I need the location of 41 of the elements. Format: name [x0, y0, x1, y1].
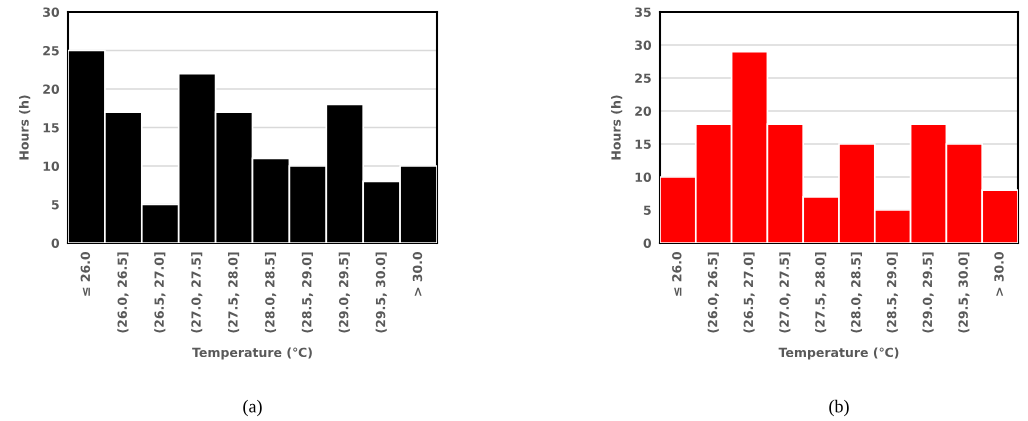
x-tick-label: (28.0, 28.5]: [850, 252, 863, 333]
y-tick-label: 30: [43, 7, 60, 17]
x-tick-label: > 30.0: [994, 251, 1004, 296]
x-tick-label: (27.0, 27.5]: [191, 252, 203, 333]
y-tick-label: 10: [43, 161, 60, 171]
y-tick-label: 25: [43, 45, 59, 56]
y-axis-title: Hours (h): [19, 95, 31, 160]
y-tick-label: 15: [635, 139, 651, 149]
x-tick-label: (28.5, 29.0]: [886, 252, 898, 333]
x-tick-label: (28.5, 29.0]: [301, 252, 314, 333]
y-tick-label: 10: [635, 172, 652, 182]
y-tick-label: 25: [635, 73, 651, 83]
y-tick-label: 15: [43, 123, 59, 133]
y-tick-label: 20: [43, 84, 60, 94]
x-tick-label: (29.0, 29.5]: [338, 252, 350, 333]
x-tick-label: (27.0, 27.5]: [779, 252, 791, 333]
x-axis-title: Temperature (℃): [192, 347, 312, 360]
x-tick-label: (26.5, 27.0]: [743, 252, 755, 333]
text: (b): [829, 399, 849, 417]
y-tick-label: 35: [635, 7, 651, 17]
x-tick-label: > 30.0: [412, 251, 423, 296]
y-tick-label: 5: [643, 205, 651, 215]
y-tick-label: 30: [635, 40, 652, 50]
x-tick-label: (29.0, 29.5]: [922, 252, 934, 333]
x-tick-label: ≤ 26.0: [672, 251, 682, 296]
x-tick-label: (28.0, 28.5]: [264, 252, 277, 333]
x-tick-label: (29.5, 30.0]: [958, 252, 970, 333]
x-tick-label: (29.5, 30.0]: [375, 252, 387, 333]
x-tick-label: (26.0, 26.5]: [707, 252, 719, 333]
x-tick-label: (26.5, 27.0]: [154, 252, 166, 333]
y-tick-label: 20: [635, 106, 652, 116]
x-tick-label: ≤ 26.0: [80, 251, 91, 296]
x-tick-label: (26.0, 26.5]: [117, 252, 129, 333]
y-tick-label: 0: [51, 238, 60, 248]
x-tick-label: (27.5, 28.0]: [815, 252, 827, 333]
y-tick-label: 0: [643, 238, 652, 248]
x-axis-title: Temperature (℃): [778, 347, 899, 360]
x-tick-label: (27.5, 28.0]: [228, 252, 240, 333]
text: (a): [243, 399, 262, 417]
y-axis-title: Hours (h): [611, 95, 623, 160]
y-tick-label: 5: [51, 200, 59, 210]
